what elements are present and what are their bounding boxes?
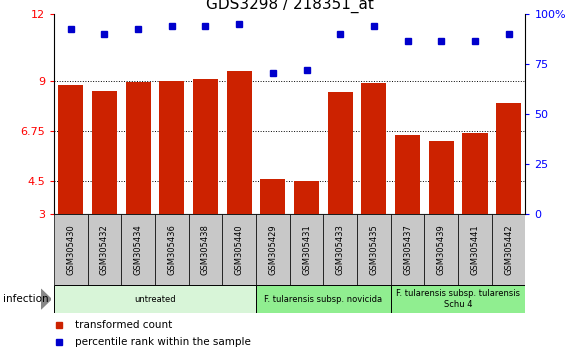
Text: GSM305439: GSM305439 [437,224,446,275]
Text: GSM305429: GSM305429 [268,224,277,275]
Title: GDS3298 / 218351_at: GDS3298 / 218351_at [206,0,374,13]
Bar [155,214,189,285]
Bar [424,214,458,285]
Text: percentile rank within the sample: percentile rank within the sample [75,337,251,347]
Text: GSM305442: GSM305442 [504,224,513,275]
Text: GSM305430: GSM305430 [66,224,76,275]
Bar [328,92,353,214]
Text: GSM305438: GSM305438 [201,224,210,275]
Bar [357,214,391,285]
Text: GSM305435: GSM305435 [369,224,378,275]
Bar [54,214,87,285]
Text: GSM305434: GSM305434 [133,224,143,275]
Text: GSM305436: GSM305436 [168,224,176,275]
Text: F. tularensis subsp. novicida: F. tularensis subsp. novicida [264,295,382,304]
Bar [87,214,122,285]
Bar [159,81,185,214]
Bar [361,83,386,214]
Bar [429,141,454,214]
Polygon shape [41,289,51,309]
Bar [92,91,117,214]
Text: infection: infection [3,294,48,304]
Bar [58,85,83,214]
Bar [492,214,525,285]
Bar [227,71,252,214]
Bar [395,135,420,214]
Bar [391,285,525,313]
Bar [193,79,218,214]
Bar [458,214,492,285]
Bar [496,103,521,214]
Text: GSM305437: GSM305437 [403,224,412,275]
Text: GSM305440: GSM305440 [235,224,244,275]
Bar [189,214,222,285]
Bar [256,285,391,313]
Text: GSM305432: GSM305432 [100,224,109,275]
Text: F. tularensis subsp. tularensis
Schu 4: F. tularensis subsp. tularensis Schu 4 [396,289,520,309]
Bar [391,214,424,285]
Text: GSM305433: GSM305433 [336,224,345,275]
Text: GSM305431: GSM305431 [302,224,311,275]
Text: transformed count: transformed count [75,320,173,330]
Text: GSM305441: GSM305441 [470,224,479,275]
Bar [222,214,256,285]
Bar [126,82,151,214]
Bar [323,214,357,285]
Bar [294,181,319,214]
Text: untreated: untreated [134,295,176,304]
Bar [462,133,487,214]
Bar [122,214,155,285]
Bar [54,285,256,313]
Bar [290,214,323,285]
Bar [260,179,286,214]
Bar [256,214,290,285]
